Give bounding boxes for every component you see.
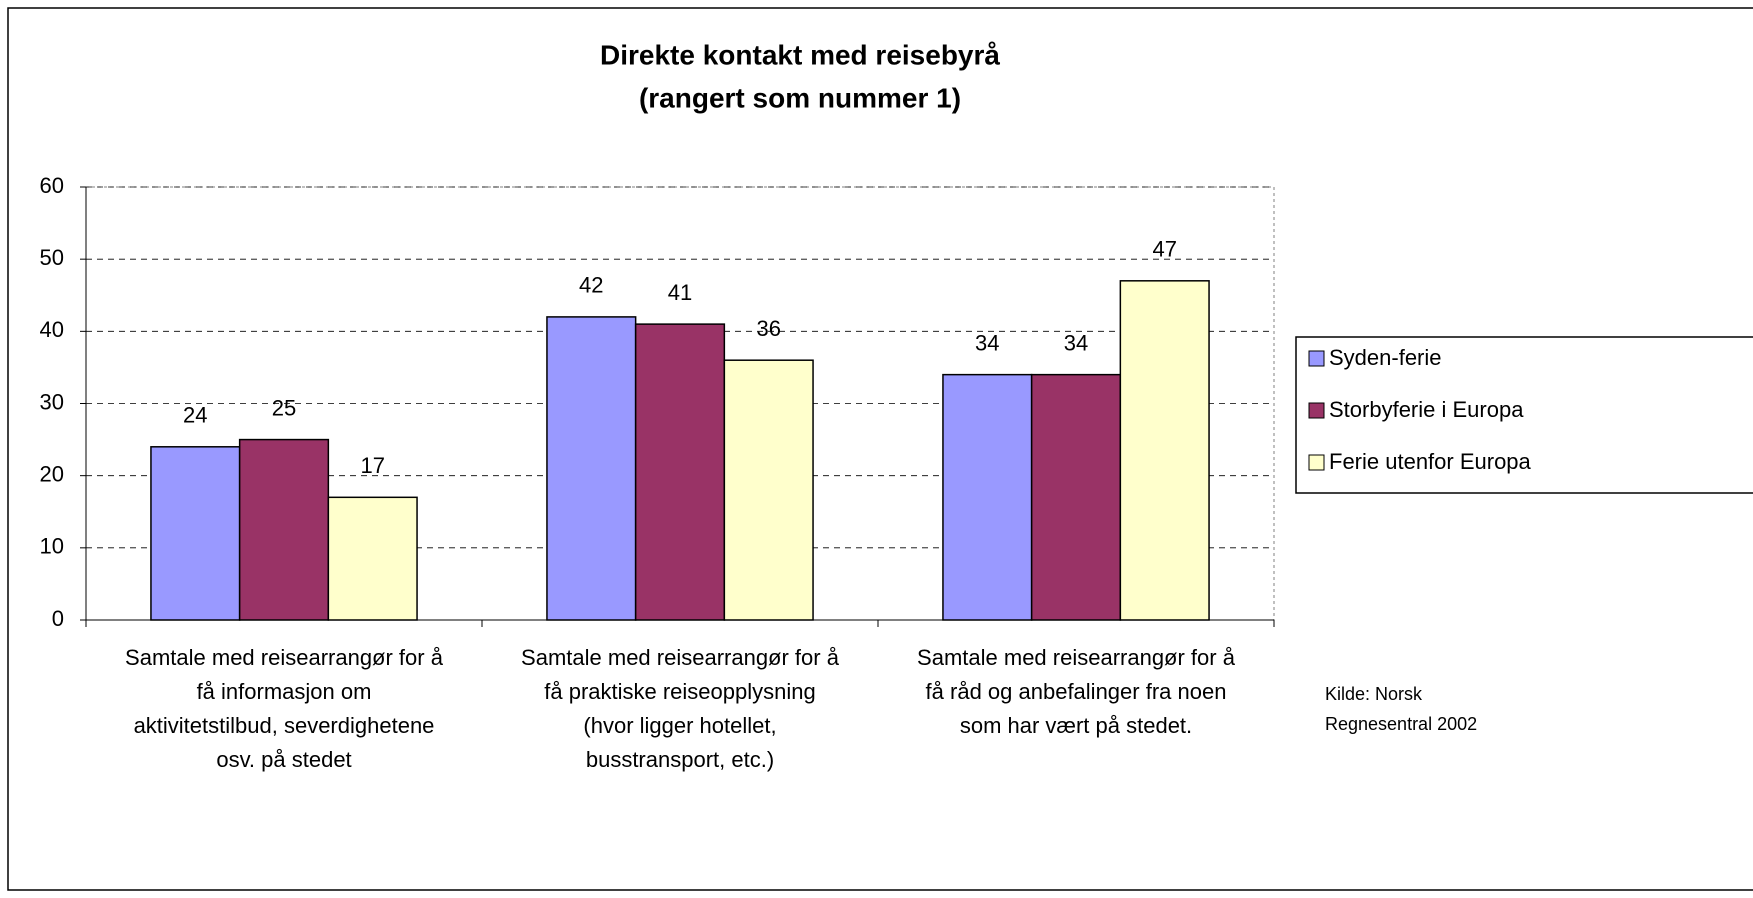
data-label: 17 — [360, 453, 384, 478]
chart-subtitle: (rangert som nummer 1) — [639, 82, 961, 113]
y-tick-label: 60 — [40, 173, 64, 198]
x-tick-label: Samtale med reisearrangør for å — [521, 645, 840, 670]
legend-label: Storbyferie i Europa — [1329, 397, 1524, 422]
x-tick-label: aktivitetstilbud, severdighetene — [134, 713, 435, 738]
bar — [238, 438, 330, 621]
data-label: 34 — [1064, 330, 1088, 355]
chart-title: Direkte kontakt med reisebyrå — [600, 39, 1000, 70]
x-tick-label: osv. på stedet — [216, 747, 351, 772]
legend-swatch — [1308, 350, 1325, 367]
y-tick-label: 40 — [40, 317, 64, 342]
y-tick-label: 0 — [52, 606, 64, 631]
data-label: 25 — [272, 395, 296, 420]
x-tick-label: Samtale med reisearrangør for å — [125, 645, 444, 670]
data-label: 47 — [1152, 237, 1176, 262]
legend-swatch — [1308, 454, 1325, 471]
x-tick-label: få praktiske reiseopplysning — [544, 679, 815, 704]
x-tick-label: Samtale med reisearrangør for å — [917, 645, 1236, 670]
bar — [634, 323, 726, 621]
source-note: Regnesentral 2002 — [1325, 714, 1477, 734]
data-label: 36 — [756, 316, 780, 341]
y-tick-label: 20 — [40, 461, 64, 486]
bar — [327, 496, 418, 621]
bar — [1030, 373, 1122, 621]
y-tick-label: 50 — [40, 245, 64, 270]
data-label: 41 — [668, 280, 692, 305]
bar — [150, 446, 241, 621]
legend-label: Syden-ferie — [1329, 345, 1442, 370]
bar — [723, 359, 814, 621]
y-tick-label: 30 — [40, 389, 64, 414]
legend-swatch — [1308, 402, 1325, 419]
x-tick-label: busstransport, etc.) — [586, 747, 774, 772]
data-label: 42 — [579, 273, 603, 298]
x-tick-label: få informasjon om — [197, 679, 372, 704]
x-tick-label: få råd og anbefalinger fra noen — [926, 679, 1227, 704]
legend-label: Ferie utenfor Europa — [1329, 449, 1532, 474]
data-label: 24 — [183, 403, 207, 428]
source-note: Kilde: Norsk — [1325, 684, 1423, 704]
bar — [546, 316, 637, 621]
data-label: 34 — [975, 330, 999, 355]
bar — [1119, 280, 1210, 621]
bar — [942, 373, 1033, 621]
y-tick-label: 10 — [40, 534, 64, 559]
x-tick-label: (hvor ligger hotellet, — [583, 713, 776, 738]
legend-box — [1295, 336, 1753, 494]
x-tick-label: som har vært på stedet. — [960, 713, 1192, 738]
